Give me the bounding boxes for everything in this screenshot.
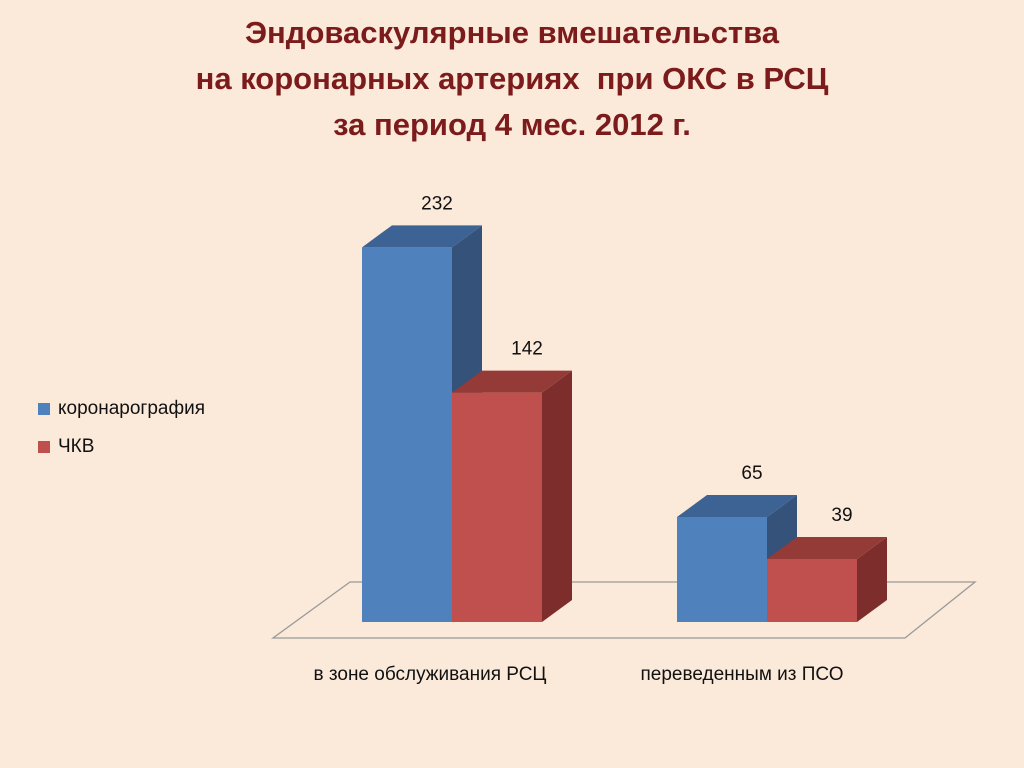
title-line-1: Эндоваскулярные вмешательства: [244, 15, 780, 50]
data-label-0-0: 232: [421, 193, 453, 214]
data-label-0-1: 142: [511, 339, 543, 360]
chart-title: Эндоваскулярные вмешательства на коронар…: [0, 10, 1024, 148]
bar-top: [452, 370, 572, 393]
category-label-0: в зоне обслуживания РСЦ: [314, 664, 547, 685]
bar-side: [857, 537, 887, 622]
legend-label: ЧКВ: [58, 436, 95, 457]
bar-side: [542, 370, 572, 622]
bar-front: [362, 247, 452, 622]
bar-front: [677, 517, 767, 622]
bar-top: [362, 225, 482, 248]
bar-top: [677, 495, 797, 518]
category-label-1: переведенным из ПСО: [641, 664, 844, 685]
chart-floor: [271, 581, 977, 639]
bar-0-1: [452, 370, 572, 622]
legend-item-koronarografiya: коронарография: [38, 395, 205, 423]
legend-label: коронарография: [58, 398, 206, 419]
legend: коронарография ЧКВ: [38, 395, 205, 471]
bar-front: [452, 392, 542, 622]
legend-item-chkv: ЧКВ: [38, 433, 205, 461]
title-line-2: на коронарных артериях при ОКС в РСЦ: [195, 61, 829, 96]
data-label-1-1: 39: [831, 505, 852, 526]
bar-1-0: [677, 495, 797, 622]
data-labels-layer: 232 142 65 39: [421, 193, 852, 526]
bar-1-1: [767, 537, 887, 622]
data-label-1-0: 65: [741, 463, 762, 484]
title-line-3: за период 4 мес. 2012 г.: [333, 107, 691, 142]
bar-top: [767, 537, 887, 560]
bars-layer: [362, 225, 887, 622]
legend-swatch-red: [38, 441, 50, 453]
legend-swatch-blue: [38, 403, 50, 415]
bar-front: [767, 559, 857, 622]
